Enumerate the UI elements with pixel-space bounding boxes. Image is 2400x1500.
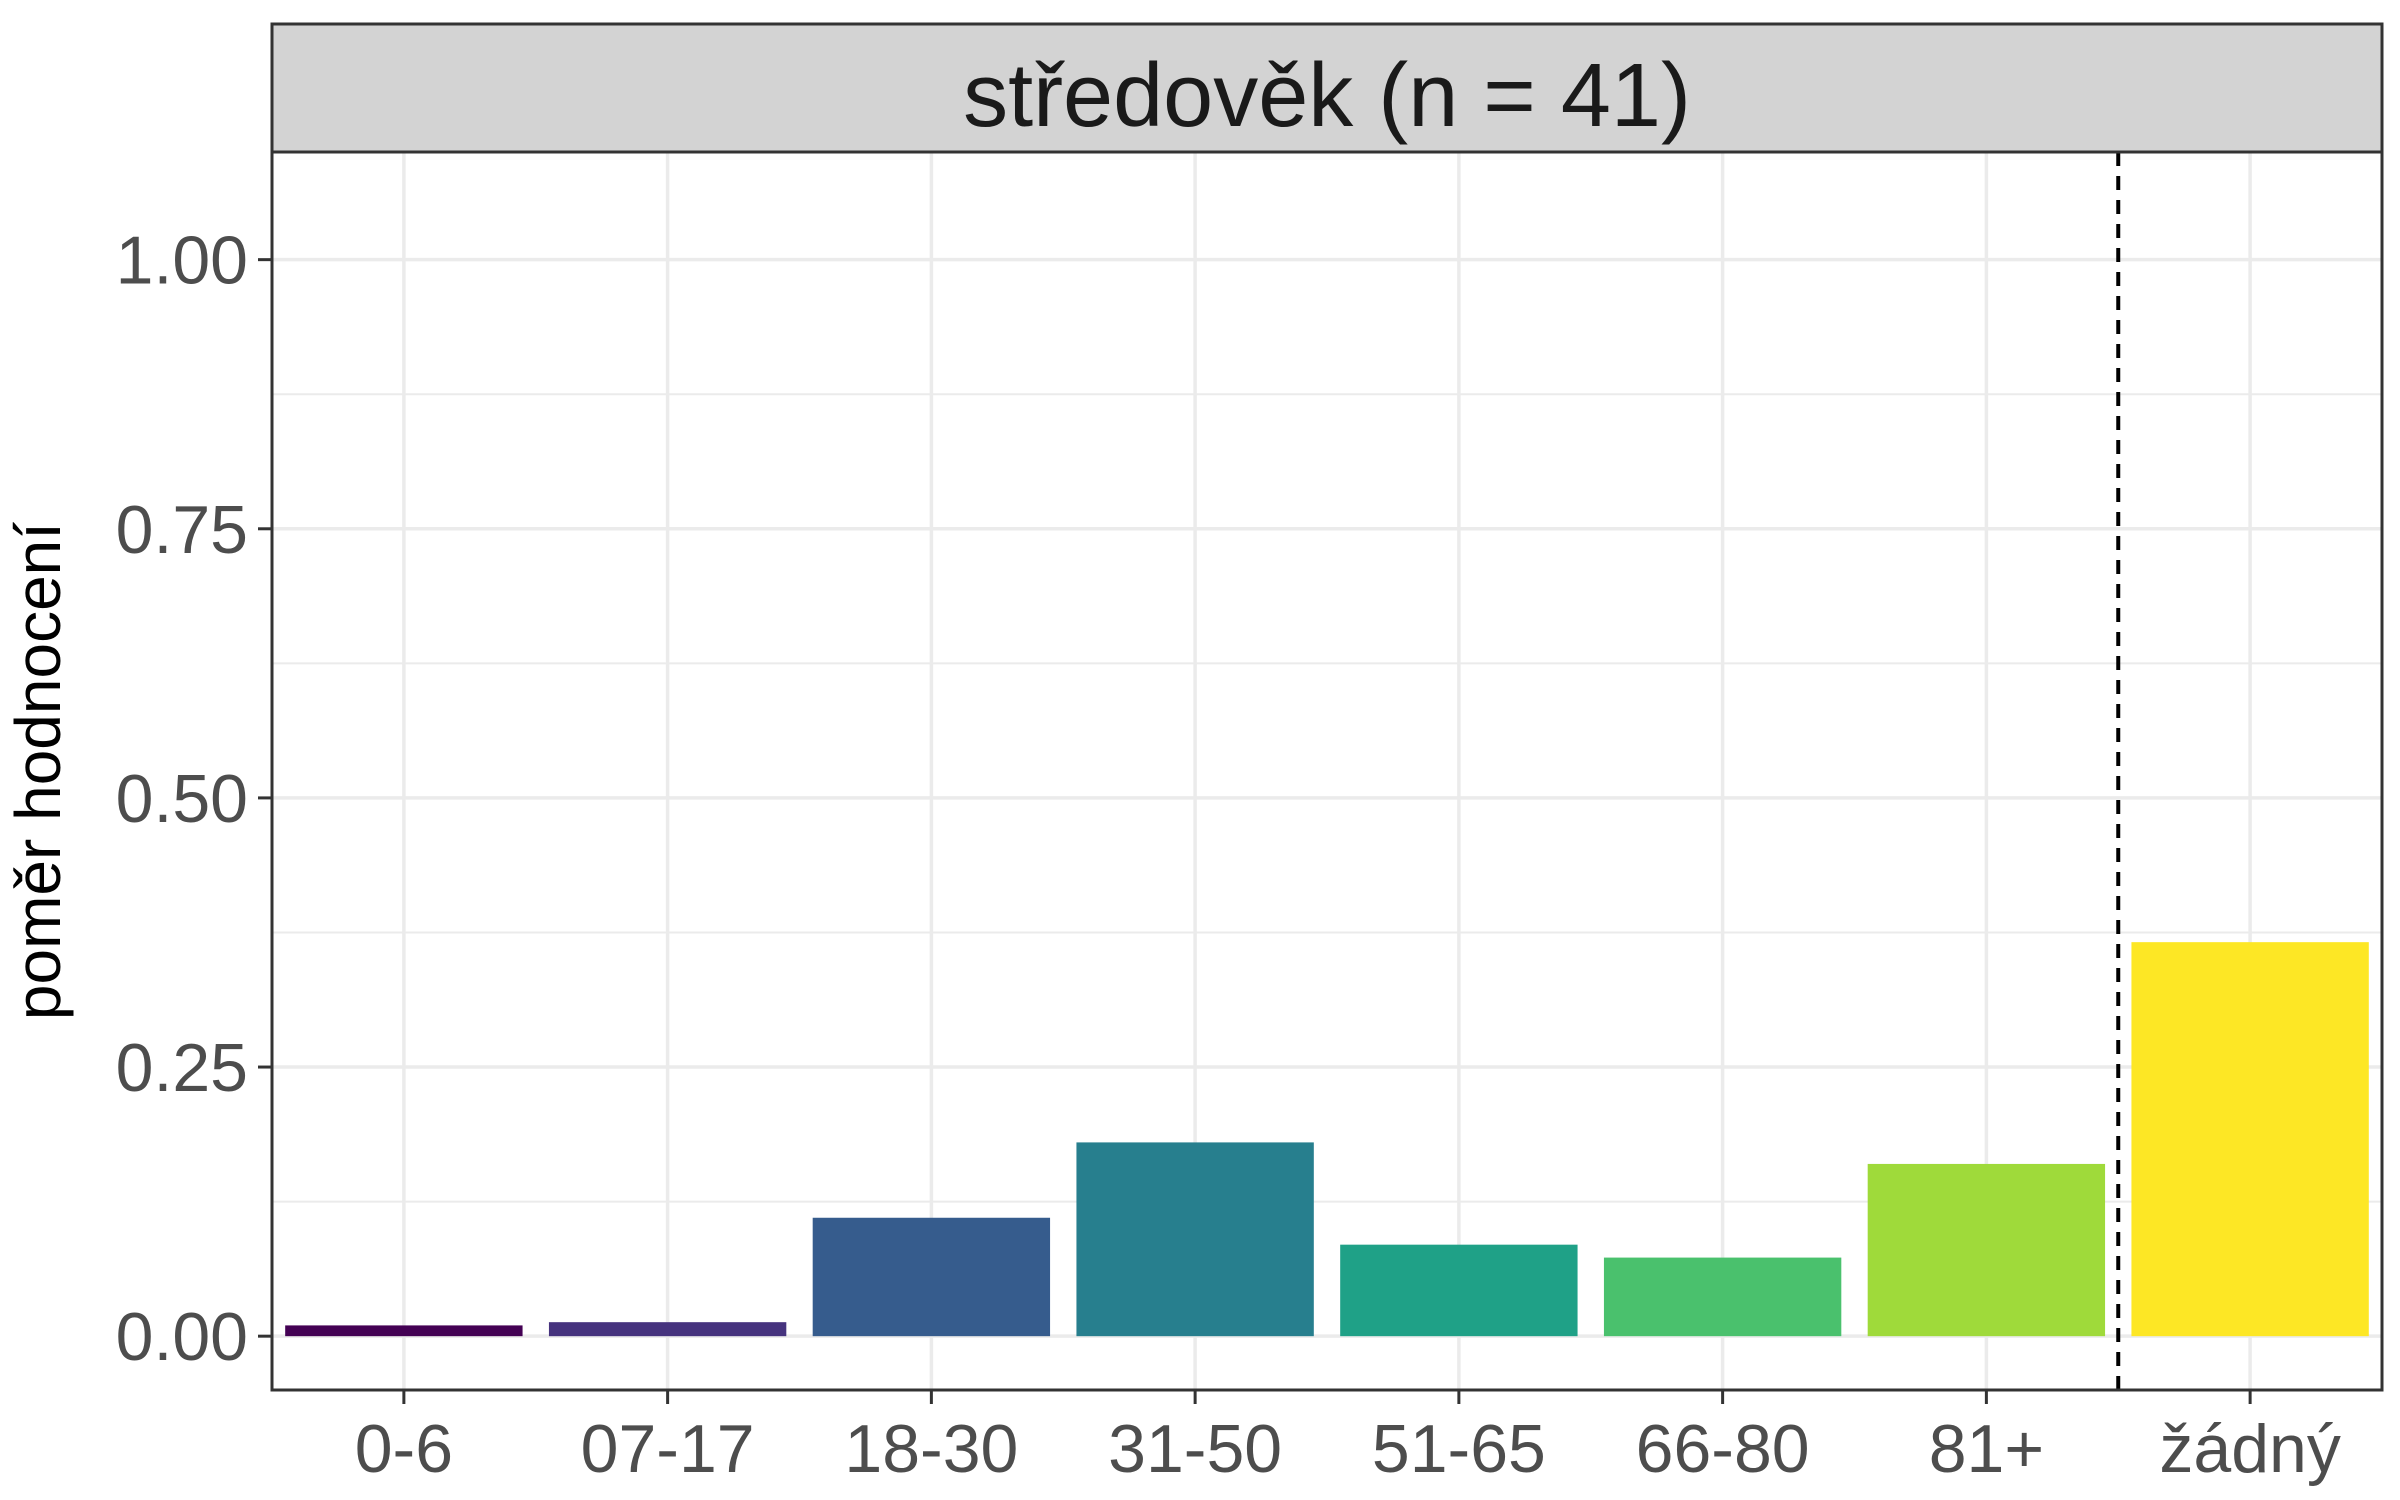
x-tick-label: 66-80 <box>1636 1411 1810 1487</box>
bars <box>285 942 2369 1337</box>
x-tick-label: 18-30 <box>844 1411 1018 1487</box>
y-tick-label: 0.00 <box>116 1299 248 1375</box>
x-axis: 0-6 07-17 18-30 31-50 51-65 66-80 81+ žádný <box>355 1390 2341 1487</box>
bar-51-65 <box>1340 1244 1578 1337</box>
panel-border <box>270 150 2384 1392</box>
x-tick-label: 51-65 <box>1372 1411 1546 1487</box>
bar-81+ <box>1867 1163 2106 1337</box>
bar-0-6 <box>285 1325 523 1337</box>
x-tick-label: 31-50 <box>1108 1411 1282 1487</box>
x-tick-label: 07-17 <box>581 1411 755 1487</box>
y-tick-label: 0.75 <box>116 492 248 568</box>
strip-background <box>270 22 2384 154</box>
x-tick-label: 0-6 <box>355 1411 453 1487</box>
facet-title: středověk (n = 41) <box>963 46 1691 146</box>
x-tick-label: žádný <box>2159 1411 2340 1487</box>
bar-žádný <box>2131 942 2369 1337</box>
y-axis: 0.00 0.25 0.50 0.75 1.00 <box>116 223 272 1375</box>
bar-66-80 <box>1603 1257 1842 1337</box>
y-axis-label: poměr hodnocení <box>2 522 74 1020</box>
y-tick-label: 1.00 <box>116 223 248 299</box>
y-tick-label: 0.25 <box>116 1030 248 1106</box>
bar-18-30 <box>812 1217 1051 1337</box>
bar-07-17 <box>548 1322 787 1337</box>
y-tick-label: 0.50 <box>116 761 248 837</box>
bar-31-50 <box>1076 1142 1314 1337</box>
x-tick-label: 81+ <box>1929 1411 2044 1487</box>
